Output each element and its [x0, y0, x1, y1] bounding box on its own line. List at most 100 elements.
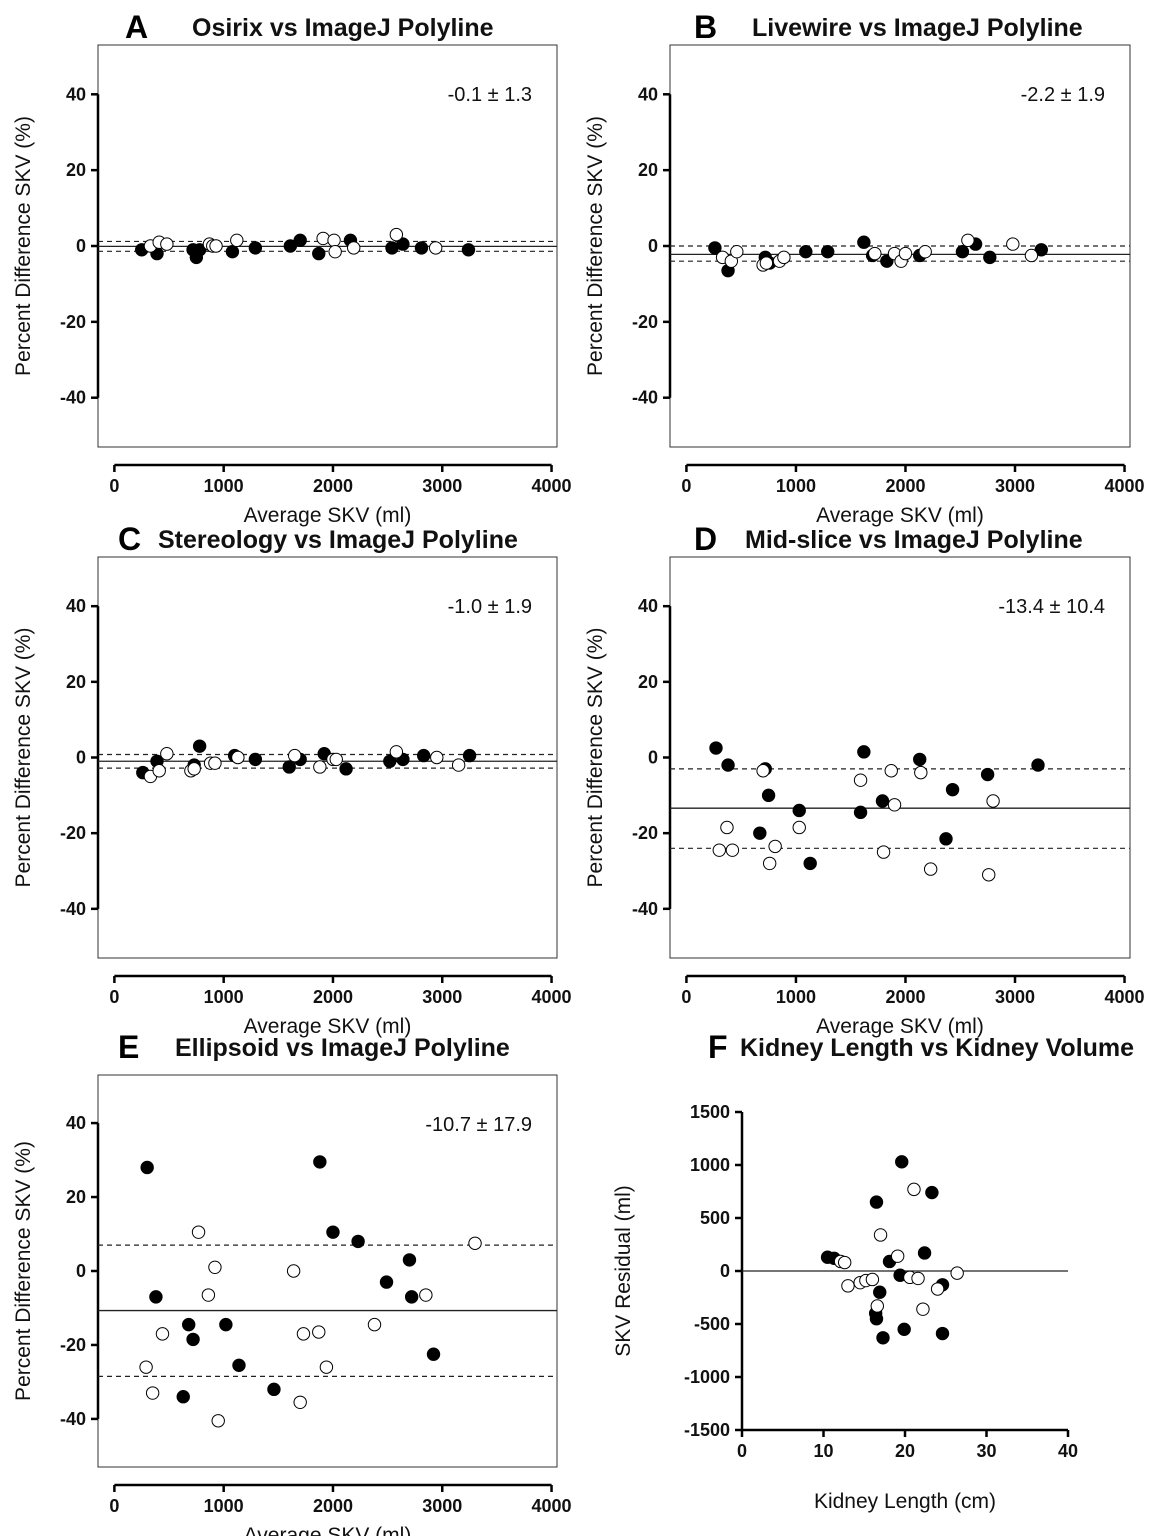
x-axis-label: Average SKV (ml) [244, 1524, 412, 1536]
y-axis-label: Percent Difference SKV (%) [12, 116, 35, 376]
y-tick-label: 40 [66, 1113, 86, 1133]
y-tick-label: 0 [720, 1261, 730, 1281]
data-point-filled [416, 748, 431, 763]
data-point-filled [326, 1225, 340, 1239]
data-point-filled [721, 758, 735, 772]
data-point-open [155, 1327, 170, 1341]
y-tick-label: -20 [60, 312, 86, 332]
data-point-open [914, 765, 928, 780]
data-point-open [201, 1288, 216, 1302]
data-point-filled [313, 1155, 327, 1169]
data-point-open [316, 231, 330, 246]
data-point-open [950, 1266, 964, 1280]
data-point-filled [192, 739, 207, 753]
data-point-filled [709, 741, 723, 755]
y-tick-label: 40 [66, 596, 86, 616]
data-point-open [286, 1264, 301, 1278]
data-point-open [865, 1272, 880, 1287]
data-point-filled [232, 1358, 246, 1373]
data-point-open [868, 246, 882, 261]
data-point-open [898, 246, 913, 261]
data-point-filled [873, 1285, 887, 1299]
x-tick-label: 4000 [1105, 987, 1145, 1007]
data-point-open [720, 820, 734, 835]
data-point-open [777, 250, 791, 265]
y-tick-label: 20 [638, 672, 658, 692]
x-tick-label: 2000 [313, 1496, 353, 1516]
y-axis-label: Percent Difference SKV (%) [584, 116, 607, 376]
y-tick-label: 20 [66, 160, 86, 180]
x-axis-label: Kidney Length (cm) [814, 1490, 996, 1513]
y-tick-label: 20 [66, 672, 86, 692]
y-tick-label: 0 [76, 236, 86, 256]
data-point-filled [945, 782, 960, 797]
y-tick-label: -1500 [684, 1420, 730, 1440]
data-point-open [231, 750, 245, 765]
data-point-open [841, 1279, 855, 1293]
data-point-open [923, 862, 938, 876]
x-tick-label: 4000 [532, 476, 572, 496]
data-point-filled [182, 1317, 196, 1332]
panel-letter: F [708, 1029, 728, 1065]
data-point-filled [869, 1195, 884, 1209]
y-tick-label: 20 [638, 160, 658, 180]
data-point-open [312, 1325, 326, 1339]
data-point-filled [955, 244, 970, 259]
panel-a: A Osirix vs ImageJ Polyline 0 1000 2000 3000 4… [12, 9, 572, 527]
data-point-open [430, 750, 444, 765]
y-tick-label: -40 [60, 1409, 86, 1429]
data-point-open [961, 233, 975, 248]
data-point-filled [803, 856, 817, 871]
data-point-filled [283, 239, 298, 253]
y-tick-label: 1000 [690, 1155, 730, 1175]
chart-title: Livewire vs ImageJ Polyline [752, 14, 1083, 42]
data-point-open [347, 241, 361, 255]
x-tick-label: 0 [109, 987, 119, 1007]
data-point-open [209, 239, 223, 253]
x-tick-label: 10 [813, 1441, 833, 1461]
chart-title: Kidney Length vs Kidney Volume [740, 1034, 1134, 1062]
y-tick-label: 0 [76, 1261, 86, 1281]
data-point-filled [351, 1234, 365, 1249]
data-point-filled [869, 1312, 884, 1326]
data-point-open [884, 764, 898, 778]
x-tick-label: 1000 [776, 476, 816, 496]
data-point-open [328, 244, 342, 259]
data-point-open [837, 1255, 852, 1270]
x-tick-label: 1000 [204, 987, 244, 1007]
data-point-filled [753, 826, 767, 840]
mean-sd-annotation: -10.7 ± 17.9 [425, 1114, 532, 1136]
y-axis-label: Percent Difference SKV (%) [12, 628, 35, 888]
data-point-filled [339, 762, 353, 776]
data-point-open [152, 764, 166, 778]
x-tick-label: 2000 [313, 987, 353, 1007]
x-tick-label: 0 [737, 1441, 747, 1461]
data-point-filled [895, 1155, 909, 1169]
data-point-filled [267, 1382, 281, 1397]
data-point-filled [426, 1347, 441, 1361]
data-point-open [759, 256, 774, 270]
data-point-filled [799, 244, 813, 259]
data-point-open [451, 758, 466, 772]
data-point-open [230, 233, 244, 248]
data-point-filled [404, 1290, 419, 1304]
data-point-filled [821, 244, 835, 259]
panel-letter: C [118, 521, 141, 557]
x-tick-label: 2000 [313, 476, 353, 496]
y-tick-label: -40 [60, 388, 86, 408]
x-tick-label: 20 [895, 1441, 915, 1461]
data-point-open [853, 773, 868, 787]
data-point-filled [293, 233, 307, 248]
data-point-open [890, 1249, 905, 1263]
data-point-open [870, 1299, 884, 1313]
y-tick-label: -500 [694, 1314, 730, 1334]
panel-letter: E [118, 1029, 139, 1065]
mean-sd-annotation: -0.1 ± 1.3 [448, 84, 532, 106]
data-point-filled [149, 1290, 163, 1304]
y-axis-label: Percent Difference SKV (%) [12, 1141, 35, 1401]
data-point-open [160, 747, 174, 761]
data-point-open [876, 845, 891, 859]
data-point-open [725, 843, 740, 857]
y-tick-label: -40 [60, 899, 86, 919]
x-tick-label: 3000 [422, 1496, 462, 1516]
